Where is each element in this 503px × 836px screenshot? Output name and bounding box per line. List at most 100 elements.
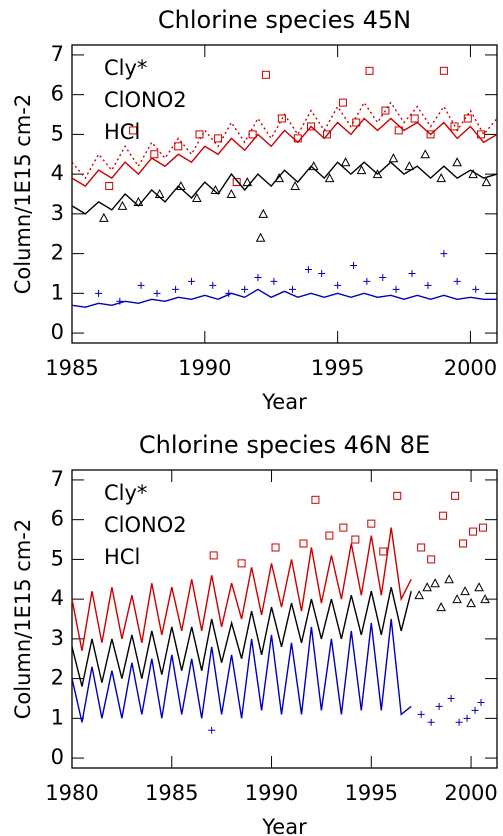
square-marker xyxy=(451,491,460,500)
triangle-marker xyxy=(274,173,285,183)
square-marker xyxy=(381,106,390,115)
plus-marker xyxy=(447,694,455,702)
plus-marker xyxy=(334,281,342,289)
square-marker xyxy=(271,543,280,552)
plus-marker xyxy=(477,698,485,706)
y-tick-label: 7 xyxy=(51,42,64,66)
plus-marker xyxy=(137,281,145,289)
plus-marker xyxy=(288,285,296,293)
triangle-marker xyxy=(192,192,202,202)
square-marker xyxy=(248,130,257,139)
triangle-marker xyxy=(154,188,165,198)
triangle-marker xyxy=(474,582,484,592)
y-tick-label: 3 xyxy=(51,201,64,225)
square-marker xyxy=(323,130,331,139)
x-tick-label: 1990 xyxy=(178,356,231,380)
square-marker xyxy=(450,122,459,131)
plus-marker xyxy=(427,718,435,726)
y-tick-label: 5 xyxy=(51,121,64,145)
series-line xyxy=(71,161,498,215)
plus-marker xyxy=(472,285,480,293)
square-marker xyxy=(365,66,374,75)
x-tick-label: 2000 xyxy=(444,781,497,805)
triangle-marker xyxy=(444,574,454,584)
square-marker xyxy=(325,531,334,540)
triangle-marker xyxy=(308,161,319,171)
square-marker xyxy=(459,539,468,548)
square-marker xyxy=(463,114,472,123)
square-marker xyxy=(379,547,388,556)
square-marker xyxy=(477,130,486,139)
chart-title: Chlorine species 46N 8E xyxy=(139,431,430,459)
x-tick-label: 1985 xyxy=(45,356,98,380)
x-tick-label: 1995 xyxy=(311,356,364,380)
plus-marker xyxy=(363,277,371,285)
y-tick-label: 4 xyxy=(51,586,64,610)
square-marker xyxy=(439,511,448,520)
legend-entry: HCl xyxy=(104,545,140,569)
y-tick-label: 7 xyxy=(51,467,64,491)
legend-entry: HCl xyxy=(104,120,140,144)
y-tick-label: 5 xyxy=(51,546,64,570)
square-marker xyxy=(105,182,114,191)
series-line xyxy=(71,527,412,651)
square-marker xyxy=(150,150,159,159)
y-tick-label: 1 xyxy=(51,705,64,729)
triangle-marker xyxy=(242,177,253,187)
x-axis-label: Year xyxy=(261,390,307,414)
y-axis-label: Column/1E15 cm-2 xyxy=(11,519,35,719)
legend-entry: Cly* xyxy=(104,481,147,505)
y-tick-label: 0 xyxy=(51,745,64,769)
square-marker xyxy=(352,118,361,127)
square-marker xyxy=(174,142,183,151)
square-marker xyxy=(261,70,270,79)
square-marker xyxy=(427,555,436,564)
plus-marker xyxy=(435,702,443,710)
triangle-marker xyxy=(290,180,300,191)
legend-entry: Cly* xyxy=(104,56,147,80)
plot-frame xyxy=(71,44,498,344)
x-tick-label: 1990 xyxy=(245,781,298,805)
plus-marker xyxy=(318,269,326,277)
plus-marker xyxy=(463,714,471,722)
square-marker xyxy=(417,543,426,552)
square-marker xyxy=(209,551,218,560)
y-tick-label: 2 xyxy=(51,241,64,265)
square-marker xyxy=(299,539,308,548)
square-marker xyxy=(393,491,402,500)
plus-marker xyxy=(254,273,262,281)
plus-marker xyxy=(440,250,448,258)
x-tick-label: 1980 xyxy=(45,781,98,805)
y-tick-label: 1 xyxy=(51,280,64,304)
square-marker xyxy=(195,130,204,139)
square-marker xyxy=(367,519,376,528)
x-tick-label: 1995 xyxy=(345,781,398,805)
triangle-marker xyxy=(466,598,476,608)
y-tick-label: 6 xyxy=(51,82,64,106)
plus-marker xyxy=(392,285,400,293)
square-marker xyxy=(311,495,320,504)
triangle-marker xyxy=(452,594,462,604)
triangle-marker xyxy=(436,602,446,612)
y-axis-label: Column/1E15 cm-2 xyxy=(11,94,35,294)
plus-marker xyxy=(408,269,416,277)
triangle-marker xyxy=(414,590,425,600)
plus-marker xyxy=(350,262,358,270)
triangle-marker xyxy=(481,177,492,187)
plus-marker xyxy=(453,277,461,285)
triangle-marker xyxy=(324,173,335,183)
triangle-marker xyxy=(99,212,109,222)
triangle-marker xyxy=(460,586,470,596)
y-tick-label: 2 xyxy=(51,666,64,690)
y-tick-label: 3 xyxy=(51,626,64,650)
plus-marker xyxy=(304,265,312,273)
triangle-marker xyxy=(436,173,447,183)
series-line xyxy=(71,117,498,188)
square-marker xyxy=(410,114,419,123)
x-tick-label: 1985 xyxy=(145,781,198,805)
triangle-marker xyxy=(133,196,144,206)
square-marker xyxy=(394,126,403,135)
triangle-marker xyxy=(210,184,221,195)
triangle-marker xyxy=(226,188,237,198)
